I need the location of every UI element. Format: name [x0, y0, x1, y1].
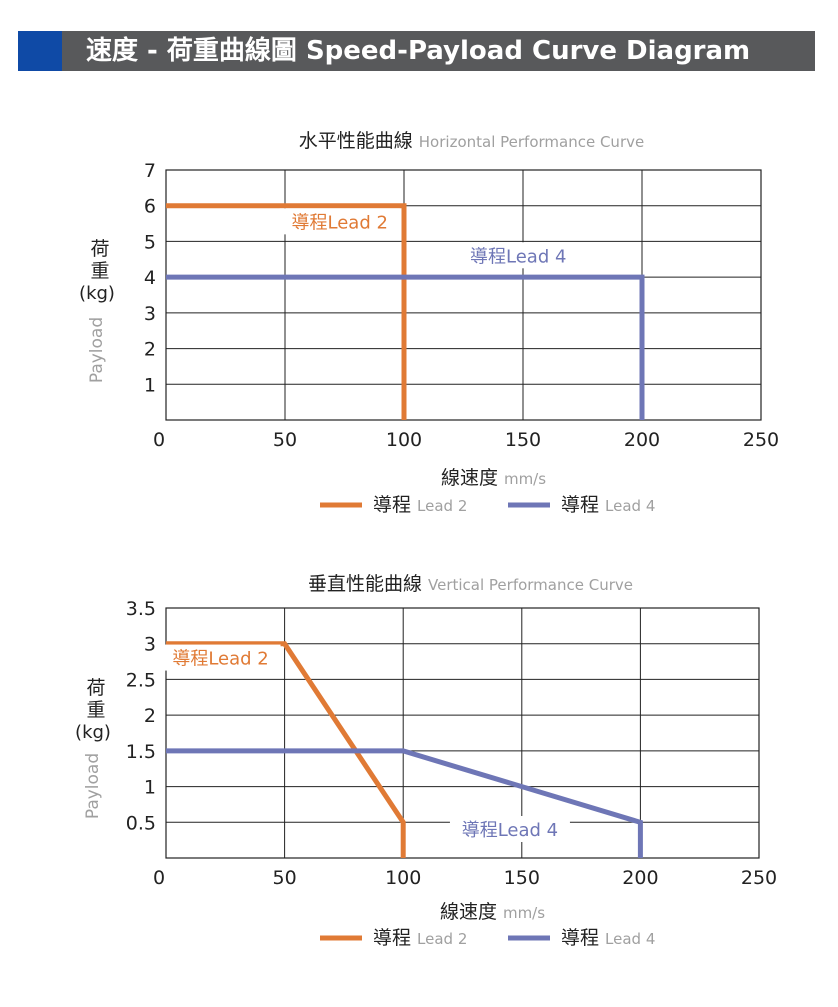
chart-2: 垂直性能曲線 Vertical Performance Curve 0 50 100 15…: [75, 573, 777, 949]
y-tick-label: 4: [144, 267, 156, 289]
x-tick-label: 50: [273, 429, 297, 451]
x-tick-label: 150: [505, 429, 541, 451]
series-annotation: 導程Lead 4: [470, 246, 566, 267]
series-line-lead2: [166, 203, 407, 420]
y-tick-label: 2: [144, 705, 156, 727]
x-axis-label: 線速度 mm/s: [440, 901, 545, 923]
x-tick-label: 250: [743, 429, 779, 451]
annotation-bg: [449, 816, 570, 842]
y-axis-label-zh: 重: [86, 699, 105, 721]
series-line-lead4: [166, 748, 643, 858]
y-tick-label: 6: [144, 196, 156, 218]
annotation-bg: [160, 644, 281, 671]
x-tick-label: 250: [741, 867, 777, 889]
y-axis-label-zh: 荷: [90, 238, 109, 260]
annotation-bg: [279, 208, 400, 235]
x-tick-label: 0: [153, 867, 165, 889]
series-annotation: 導程Lead 4: [462, 820, 558, 841]
series-line-lead2: [166, 641, 406, 858]
y-tick-label: 2: [144, 339, 156, 361]
chart-title-zh: 水平性能曲線: [299, 130, 413, 152]
plot-frame: [165, 169, 762, 421]
y-tick-label: 1: [144, 777, 156, 799]
chart-title-zh: 垂直性能曲線: [308, 573, 422, 595]
chart-title-en: Vertical Performance Curve: [428, 576, 633, 594]
x-tick-label: 0: [153, 429, 165, 451]
x-tick-label: 150: [504, 867, 540, 889]
legend-label: 導程 Lead 2: [373, 927, 467, 949]
legend-label: 導程 Lead 4: [561, 494, 655, 516]
x-tick-label: 200: [622, 867, 658, 889]
legend-label: 導程 Lead 4: [561, 927, 655, 949]
chart-title: 水平性能曲線 Horizontal Performance Curve: [299, 130, 644, 152]
y-tick-label: 0.5: [126, 812, 156, 834]
x-tick-label: 100: [386, 429, 422, 451]
y-tick-label: 1.5: [126, 741, 156, 763]
y-tick-label: 2.5: [126, 669, 156, 691]
x-tick-label: 200: [624, 429, 660, 451]
y-axis-unit: (kg): [75, 722, 111, 743]
legend-label: 導程 Lead 2: [373, 494, 467, 516]
y-axis-label-zh: 荷: [86, 677, 105, 699]
x-axis-label: 線速度 mm/s: [441, 467, 546, 489]
y-axis-unit: (kg): [79, 283, 115, 304]
y-tick-label: 5: [144, 231, 156, 253]
y-tick-label: 3: [144, 634, 156, 656]
chart-1: 水平性能曲線 Horizontal Performance Curve 0 50 100…: [79, 130, 779, 516]
y-axis-label-zh: 重: [90, 260, 109, 282]
x-tick-label: 50: [273, 867, 297, 889]
series-line-lead4: [166, 274, 645, 420]
y-tick-label: 3: [144, 303, 156, 325]
page-title: 速度 - 荷重曲線圖 Speed-Payload Curve Diagram: [86, 36, 751, 66]
y-tick-label: 7: [144, 160, 156, 182]
series-annotation: 導程Lead 2: [172, 649, 268, 670]
series-annotation: 導程Lead 2: [292, 212, 388, 233]
x-tick-label: 100: [385, 867, 421, 889]
annotation-bg: [458, 242, 579, 269]
chart-title: 垂直性能曲線 Vertical Performance Curve: [308, 573, 633, 595]
header-accent-block: [18, 31, 62, 71]
header-bar: 速度 - 荷重曲線圖 Speed-Payload Curve Diagram: [18, 31, 815, 71]
y-axis-label-en: Payload: [87, 317, 107, 383]
y-tick-label: 3.5: [126, 598, 156, 620]
chart-title-en: Horizontal Performance Curve: [419, 133, 644, 151]
plot-frame: [165, 607, 760, 859]
y-tick-label: 1: [144, 374, 156, 396]
y-axis-label-en: Payload: [83, 753, 103, 819]
